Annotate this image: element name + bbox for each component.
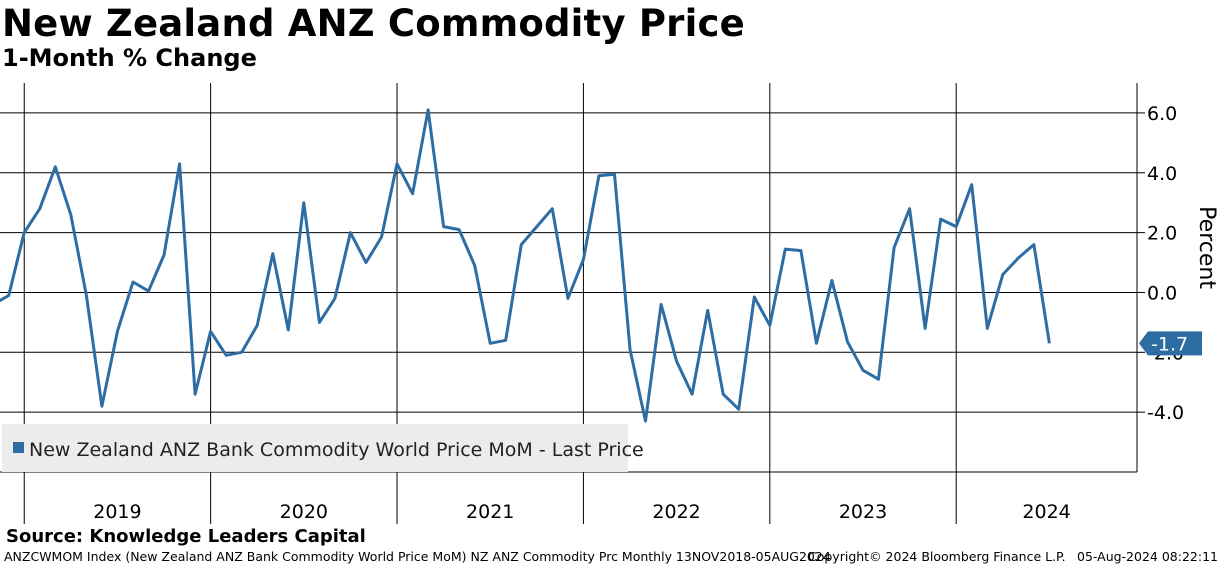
- y-tick-label: 6.0: [1147, 103, 1177, 125]
- y-tick-label: -4.0: [1147, 402, 1184, 424]
- x-year-label: 2024: [1022, 501, 1070, 523]
- y-tick-label: 0.0: [1147, 282, 1177, 304]
- footer-copyright: Copyright© 2024 Bloomberg Finance L.P.: [808, 549, 1066, 564]
- x-year-label: 2023: [839, 501, 887, 523]
- last-value-label-bg: [1139, 331, 1202, 356]
- last-value-label: -1.7: [1139, 331, 1202, 356]
- legend-box: [2, 424, 628, 472]
- legend-swatch: [13, 442, 24, 453]
- series-line: [0, 108, 1051, 423]
- x-year-label: 2022: [652, 501, 700, 523]
- footer-index-info: ANZCWMOM Index (New Zealand ANZ Bank Com…: [4, 549, 831, 564]
- y-axis-title: Percent: [1194, 206, 1219, 289]
- series: [0, 108, 1051, 423]
- x-year-label: 2020: [280, 501, 328, 523]
- legend-label: New Zealand ANZ Bank Commodity World Pri…: [29, 439, 644, 461]
- last-value-label-text: -1.7: [1151, 333, 1188, 355]
- chart-subtitle: 1-Month % Change: [2, 44, 257, 72]
- x-year-label: 2019: [93, 501, 141, 523]
- x-axis: 2019 2020 2021 2022 2023 2024: [93, 501, 1071, 523]
- y-tick-label: 4.0: [1147, 163, 1177, 185]
- source-note: Source: Knowledge Leaders Capital: [6, 526, 366, 547]
- x-year-label: 2021: [466, 501, 514, 523]
- footer-timestamp: 05-Aug-2024 08:22:11: [1077, 549, 1218, 564]
- chart-title: New Zealand ANZ Commodity Price: [2, 2, 745, 45]
- y-tick-label: 2.0: [1147, 223, 1177, 245]
- legend: New Zealand ANZ Bank Commodity World Pri…: [2, 424, 644, 472]
